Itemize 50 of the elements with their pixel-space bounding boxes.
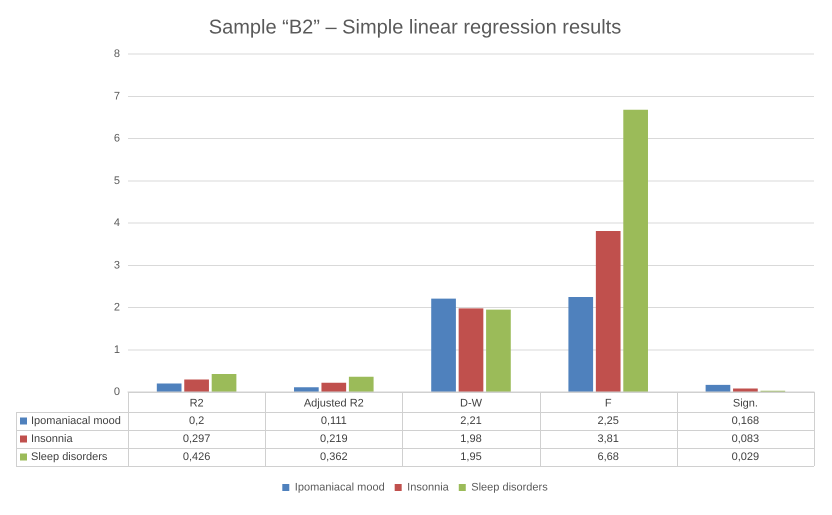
data-label: 0,362	[320, 451, 348, 464]
data-label: 0,297	[182, 433, 210, 446]
y-tick-label: 2	[114, 302, 120, 314]
text: Sleep disorders	[31, 451, 108, 464]
y-tick-label: 0	[114, 386, 120, 398]
bar	[486, 310, 511, 392]
x-tick-label: Sign.	[732, 398, 758, 410]
legend-label: Insonnia	[407, 482, 450, 494]
data-label: 1,95	[460, 451, 482, 464]
data-label: 3,81	[597, 433, 619, 446]
bar	[596, 231, 621, 392]
bar	[623, 110, 648, 392]
data-label: 2,21	[460, 415, 482, 428]
bar	[212, 374, 236, 392]
text: Insonnia	[31, 433, 73, 446]
y-tick-label: 1	[114, 344, 120, 356]
legend-label: Sleep disorders	[471, 482, 548, 494]
data-label: 0,083	[732, 433, 760, 446]
text: Ipomaniacal mood	[294, 482, 385, 494]
data-label: 0,219	[320, 433, 348, 446]
data-label: 6,68	[597, 451, 619, 464]
x-tick-label: F	[604, 398, 612, 410]
bar	[184, 379, 209, 392]
data-label: 1,98	[460, 433, 482, 446]
y-tick-label: 7	[114, 90, 120, 102]
y-tick-label: 3	[114, 259, 120, 272]
bar	[156, 384, 182, 392]
x-tick-label: D-W	[460, 398, 483, 410]
bar	[294, 387, 319, 392]
data-label: 2,25	[597, 415, 619, 428]
y-tick-label: 4	[114, 217, 120, 230]
bar	[321, 382, 346, 392]
bar	[458, 308, 484, 392]
bar	[733, 388, 758, 392]
data-label: 0,029	[732, 451, 760, 464]
y-tick-label: 8	[114, 48, 120, 60]
y-tick-label: 5	[114, 174, 120, 187]
bar	[348, 376, 374, 392]
x-tick-label: R2	[190, 398, 204, 410]
x-tick-label: Adjusted R2	[304, 398, 364, 410]
y-tick-label: 6	[114, 132, 120, 145]
bar	[431, 298, 456, 392]
data-label: 0,426	[182, 451, 210, 464]
data-label: 0,111	[320, 415, 347, 428]
data-label: 0,2	[188, 415, 204, 428]
chart-title: Sample “B2” – Simple linear regression results	[208, 16, 622, 39]
bar	[568, 296, 594, 392]
bar	[706, 384, 730, 392]
legend-label: Ipomaniacal mood	[31, 415, 121, 428]
data-label: 0,168	[732, 415, 760, 428]
